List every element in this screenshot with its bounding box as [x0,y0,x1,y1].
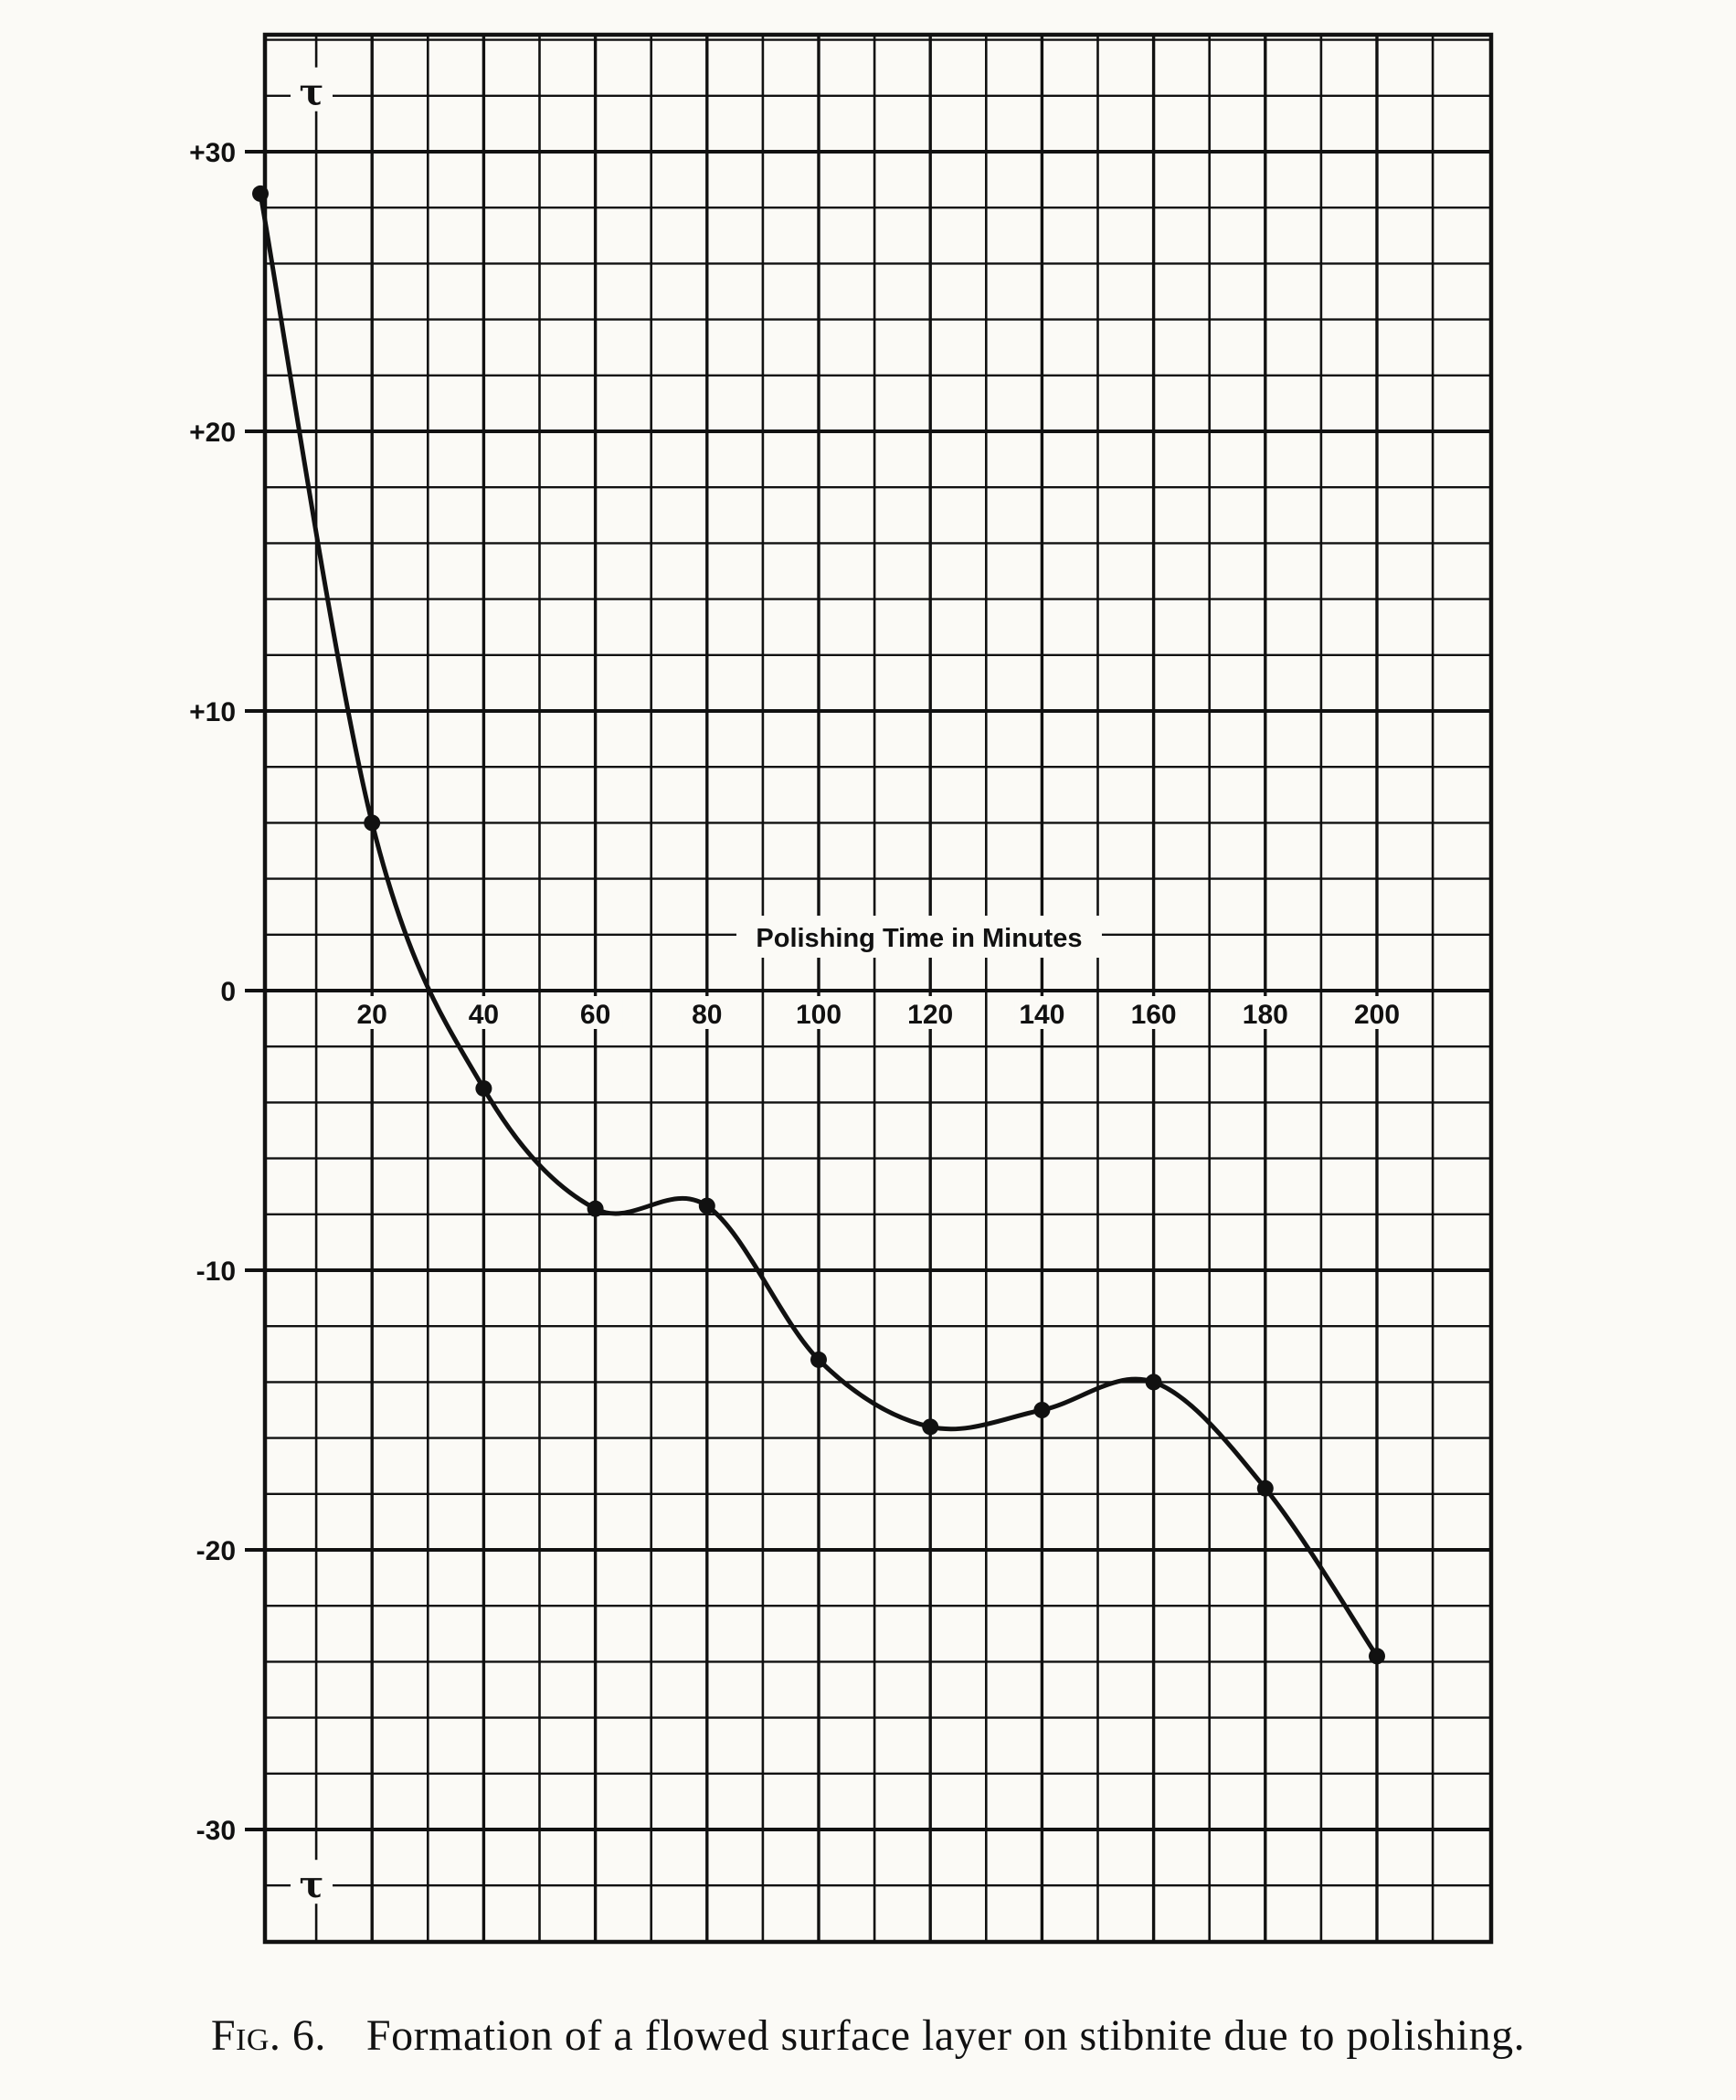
data-point [364,814,381,832]
x-tick-label: 200 [1354,1000,1400,1030]
data-point [1033,1402,1051,1418]
tau-marker-bg [291,1860,333,1904]
data-point [1145,1373,1162,1391]
tau-marker-top: τ [300,71,324,114]
y-tick-label: 0 [220,977,236,1007]
y-tick-label: -20 [196,1536,236,1566]
data-points [252,185,1385,1665]
x-tick-label: 160 [1131,1000,1177,1030]
x-tick-label: 140 [1019,1000,1064,1030]
data-point [810,1351,827,1368]
data-point [252,185,269,202]
y-tick-label: +10 [189,697,236,727]
x-axis-title: Polishing Time in Minutes [756,924,1082,953]
x-axis-title-bg [736,916,1102,958]
x-tick-label: 80 [692,1000,722,1030]
y-tick-label: +20 [189,418,236,448]
caption-text: Formation of a flowed surface layer on s… [365,2011,1526,2060]
chart-grid [265,35,1491,1942]
data-point [1369,1648,1385,1665]
x-tick-label: 100 [796,1000,842,1030]
data-point [1256,1480,1274,1497]
x-tick-label-bg [903,996,958,1029]
tau-markers: ττ [291,67,333,1906]
plot-border [262,32,1494,1945]
x-tick-label-bg [456,996,512,1029]
data-point [587,1200,604,1217]
x-tick-label-bg [1237,996,1293,1029]
x-tick-label-bg [1126,996,1181,1029]
x-tick-label-bg [791,996,846,1029]
x-tick-label-bg [679,996,735,1029]
data-point [698,1197,715,1214]
x-tick-label: 120 [907,1000,953,1030]
x-axis-title-group: Polishing Time in Minutes [736,916,1102,958]
tau-marker-bg [291,67,333,111]
y-tick-label: -30 [196,1816,236,1846]
x-tick-label: 60 [580,1000,610,1030]
x-tick-label: 180 [1243,1000,1288,1030]
chart-frame [245,32,1494,1945]
data-point [475,1080,492,1098]
x-tick-label-bg [1350,996,1404,1029]
x-axis-ticks: 20 40 60 80 100 120 140 160 180 200 [344,996,1404,1030]
x-tick-label: 40 [469,1000,499,1030]
tau-marker-bottom: τ [300,1863,324,1906]
figure-caption: Fig. 6. Formation of a flowed surface lay… [0,2010,1736,2061]
data-point [922,1418,939,1436]
x-tick-label-bg [1014,996,1070,1029]
x-tick-label-bg [344,996,400,1029]
x-tick-label: 20 [357,1000,387,1030]
figure-label: Fig. 6. [210,2011,326,2060]
x-tick-label-bg [567,996,623,1029]
y-axis-ticks: +30 +20 +10 0 -10 -20 -30 [189,138,236,1846]
y-tick-label: +30 [189,138,236,168]
y-tick-label: -10 [196,1257,236,1287]
